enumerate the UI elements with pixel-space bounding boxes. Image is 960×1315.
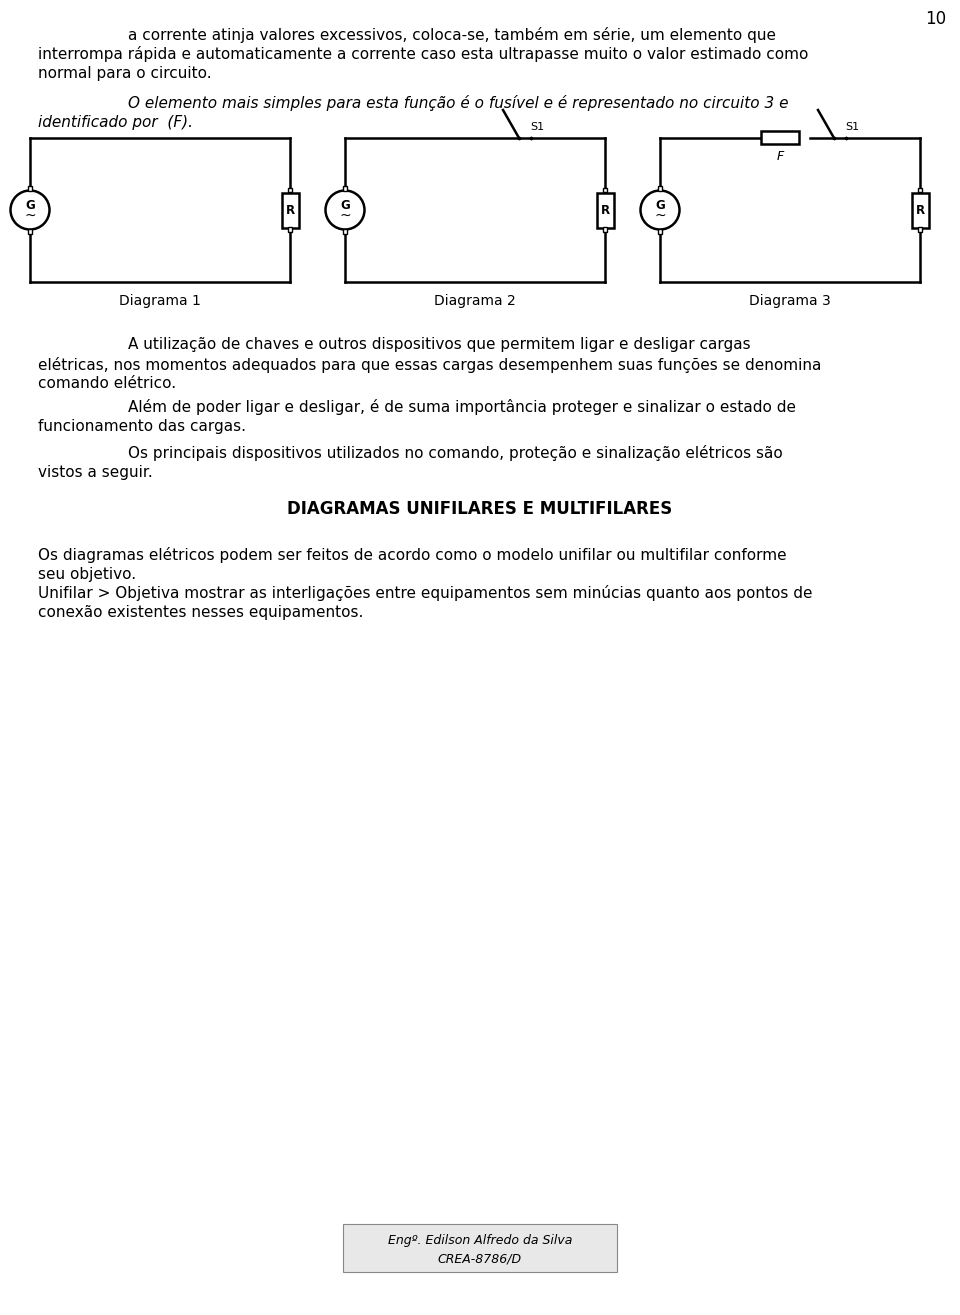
Text: 10: 10: [925, 11, 947, 28]
Bar: [603, 227, 608, 233]
Text: ~: ~: [654, 209, 666, 222]
Text: S1: S1: [845, 122, 859, 132]
Text: Diagrama 1: Diagrama 1: [119, 295, 201, 308]
Text: funcionamento das cargas.: funcionamento das cargas.: [38, 418, 246, 434]
Bar: [281, 192, 299, 227]
Text: normal para o circuito.: normal para o circuito.: [38, 66, 211, 82]
Bar: [658, 185, 662, 191]
Text: seu objetivo.: seu objetivo.: [38, 567, 136, 581]
Text: G: G: [655, 199, 665, 212]
Bar: [288, 188, 293, 192]
Text: G: G: [340, 199, 349, 212]
Text: identificado por  (F).: identificado por (F).: [38, 114, 193, 129]
Text: Diagrama 3: Diagrama 3: [749, 295, 830, 308]
Text: Unifilar > Objetiva mostrar as interligações entre equipamentos sem minúcias qua: Unifilar > Objetiva mostrar as interliga…: [38, 585, 812, 601]
Text: G: G: [25, 199, 35, 212]
Bar: [28, 230, 33, 234]
Text: conexão existentes nesses equipamentos.: conexão existentes nesses equipamentos.: [38, 605, 364, 619]
Bar: [918, 227, 923, 233]
Text: Além de poder ligar e desligar, é de suma importância proteger e sinalizar o est: Além de poder ligar e desligar, é de sum…: [128, 398, 796, 416]
Text: Diagrama 2: Diagrama 2: [434, 295, 516, 308]
Circle shape: [11, 191, 50, 230]
Text: CREA-8786/D: CREA-8786/D: [438, 1253, 522, 1266]
Text: ~: ~: [24, 209, 36, 222]
Text: ~: ~: [339, 209, 350, 222]
Text: Engº. Edilson Alfredo da Silva: Engº. Edilson Alfredo da Silva: [388, 1233, 572, 1247]
Bar: [288, 227, 293, 233]
Circle shape: [325, 191, 365, 230]
Circle shape: [640, 191, 680, 230]
Bar: [343, 230, 348, 234]
Bar: [918, 188, 923, 192]
Bar: [596, 192, 613, 227]
Text: vistos a seguir.: vistos a seguir.: [38, 464, 153, 480]
Text: Os diagramas elétricos podem ser feitos de acordo como o modelo unifilar ou mult: Os diagramas elétricos podem ser feitos …: [38, 547, 786, 563]
FancyBboxPatch shape: [343, 1224, 617, 1272]
Bar: [658, 230, 662, 234]
Text: S1: S1: [530, 122, 544, 132]
Bar: [911, 192, 928, 227]
Text: R: R: [916, 204, 924, 217]
Text: O elemento mais simples para esta função é o fusível e é representado no circuit: O elemento mais simples para esta função…: [128, 95, 788, 110]
Bar: [343, 185, 348, 191]
Text: R: R: [285, 204, 295, 217]
Bar: [28, 185, 33, 191]
Text: A utilização de chaves e outros dispositivos que permitem ligar e desligar carga: A utilização de chaves e outros disposit…: [128, 337, 751, 352]
Text: a corrente atinja valores excessivos, coloca-se, também em série, um elemento qu: a corrente atinja valores excessivos, co…: [128, 28, 776, 43]
Text: DIAGRAMAS UNIFILARES E MULTIFILARES: DIAGRAMAS UNIFILARES E MULTIFILARES: [287, 500, 673, 518]
Bar: [761, 132, 799, 145]
Text: F: F: [777, 150, 783, 163]
Text: interrompa rápida e automaticamente a corrente caso esta ultrapasse muito o valo: interrompa rápida e automaticamente a co…: [38, 46, 808, 63]
Text: Os principais dispositivos utilizados no comando, proteção e sinalização elétric: Os principais dispositivos utilizados no…: [128, 444, 782, 462]
Text: elétricas, nos momentos adequados para que essas cargas desempenhem suas funções: elétricas, nos momentos adequados para q…: [38, 356, 822, 372]
Bar: [603, 188, 608, 192]
Text: R: R: [600, 204, 610, 217]
Text: comando elétrico.: comando elétrico.: [38, 376, 176, 391]
